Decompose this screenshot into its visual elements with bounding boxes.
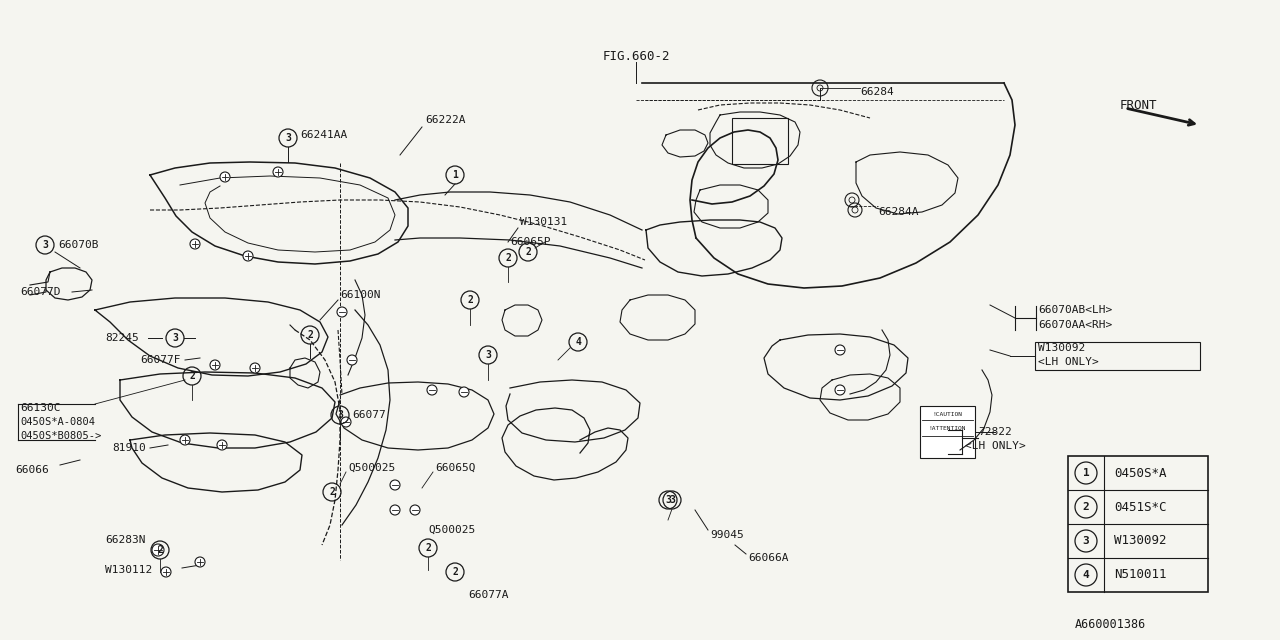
Circle shape: [460, 387, 468, 397]
Text: 3: 3: [669, 495, 675, 505]
Circle shape: [273, 167, 283, 177]
Text: 66283N: 66283N: [105, 535, 146, 545]
Text: 2: 2: [452, 567, 458, 577]
Text: 82245: 82245: [105, 333, 138, 343]
Circle shape: [210, 360, 220, 370]
Circle shape: [161, 567, 172, 577]
Text: FRONT: FRONT: [1120, 99, 1157, 111]
Text: W130092: W130092: [1114, 534, 1166, 547]
Text: 66130C: 66130C: [20, 403, 60, 413]
Text: 2: 2: [467, 295, 472, 305]
Text: Q500025: Q500025: [348, 463, 396, 473]
Circle shape: [195, 557, 205, 567]
Circle shape: [243, 251, 253, 261]
Text: 2: 2: [525, 247, 531, 257]
Text: 66222A: 66222A: [425, 115, 466, 125]
Circle shape: [250, 363, 260, 373]
Text: 66077D: 66077D: [20, 287, 60, 297]
Text: 3: 3: [172, 333, 178, 343]
Circle shape: [428, 385, 436, 395]
Text: 2: 2: [506, 253, 511, 263]
Text: W130112: W130112: [105, 565, 152, 575]
Text: 2: 2: [157, 545, 163, 555]
Text: 4: 4: [575, 337, 581, 347]
Bar: [1068, 456, 1208, 592]
Bar: [732, 118, 788, 164]
Text: 66066A: 66066A: [748, 553, 788, 563]
Text: 66077A: 66077A: [467, 590, 508, 600]
Text: 66100N: 66100N: [340, 290, 380, 300]
Circle shape: [180, 435, 189, 445]
Text: 66065P: 66065P: [509, 237, 550, 247]
Text: 99045: 99045: [710, 530, 744, 540]
Circle shape: [835, 385, 845, 395]
Circle shape: [835, 345, 845, 355]
Text: W130131: W130131: [520, 217, 567, 227]
Text: 66284A: 66284A: [878, 207, 919, 217]
Text: 3: 3: [1083, 536, 1089, 546]
Text: FIG.660-2: FIG.660-2: [603, 49, 669, 63]
Text: 2: 2: [189, 371, 195, 381]
Text: W130092: W130092: [1038, 343, 1085, 353]
Text: 0450S*A-0804: 0450S*A-0804: [20, 417, 95, 427]
Text: 66070AB<LH>: 66070AB<LH>: [1038, 305, 1112, 315]
Circle shape: [340, 417, 351, 427]
Text: 66241AA: 66241AA: [300, 130, 347, 140]
Text: 66284: 66284: [860, 87, 893, 97]
Text: 3: 3: [337, 410, 343, 420]
Text: 2: 2: [329, 487, 335, 497]
Text: 1: 1: [1083, 468, 1089, 478]
Text: 0450S*B0805->: 0450S*B0805->: [20, 431, 101, 441]
Text: Q500025: Q500025: [428, 525, 475, 535]
Text: 3: 3: [285, 133, 291, 143]
Text: 66077: 66077: [352, 410, 385, 420]
Text: 3: 3: [42, 240, 47, 250]
Text: 66077F: 66077F: [140, 355, 180, 365]
Text: !ATTENTION: !ATTENTION: [929, 426, 966, 431]
Circle shape: [347, 355, 357, 365]
Text: <LH ONLY>: <LH ONLY>: [1038, 357, 1098, 367]
Text: 4: 4: [1083, 570, 1089, 580]
Text: 66065Q: 66065Q: [435, 463, 475, 473]
Text: 81910: 81910: [113, 443, 146, 453]
Circle shape: [220, 172, 230, 182]
Text: 2: 2: [425, 543, 431, 553]
Text: !CAUTION: !CAUTION: [933, 412, 963, 417]
Text: 3: 3: [485, 350, 492, 360]
Text: 66070AA<RH>: 66070AA<RH>: [1038, 320, 1112, 330]
Circle shape: [152, 544, 164, 556]
Bar: [1036, 342, 1201, 370]
Text: A660001386: A660001386: [1075, 618, 1147, 632]
Text: 1: 1: [452, 170, 458, 180]
Circle shape: [390, 505, 401, 515]
Text: 2: 2: [307, 330, 312, 340]
Text: 66070B: 66070B: [58, 240, 99, 250]
Text: N510011: N510011: [1114, 568, 1166, 582]
Text: 2: 2: [1083, 502, 1089, 512]
Text: 0450S*A: 0450S*A: [1114, 467, 1166, 479]
Circle shape: [390, 480, 401, 490]
Circle shape: [337, 307, 347, 317]
Text: 0451S*C: 0451S*C: [1114, 500, 1166, 513]
Text: 66066: 66066: [15, 465, 49, 475]
Text: 72822: 72822: [978, 427, 1011, 437]
Text: 3: 3: [666, 495, 671, 505]
Bar: [920, 406, 975, 458]
Circle shape: [189, 239, 200, 249]
Text: <LH ONLY>: <LH ONLY>: [965, 441, 1025, 451]
Circle shape: [410, 505, 420, 515]
Circle shape: [218, 440, 227, 450]
